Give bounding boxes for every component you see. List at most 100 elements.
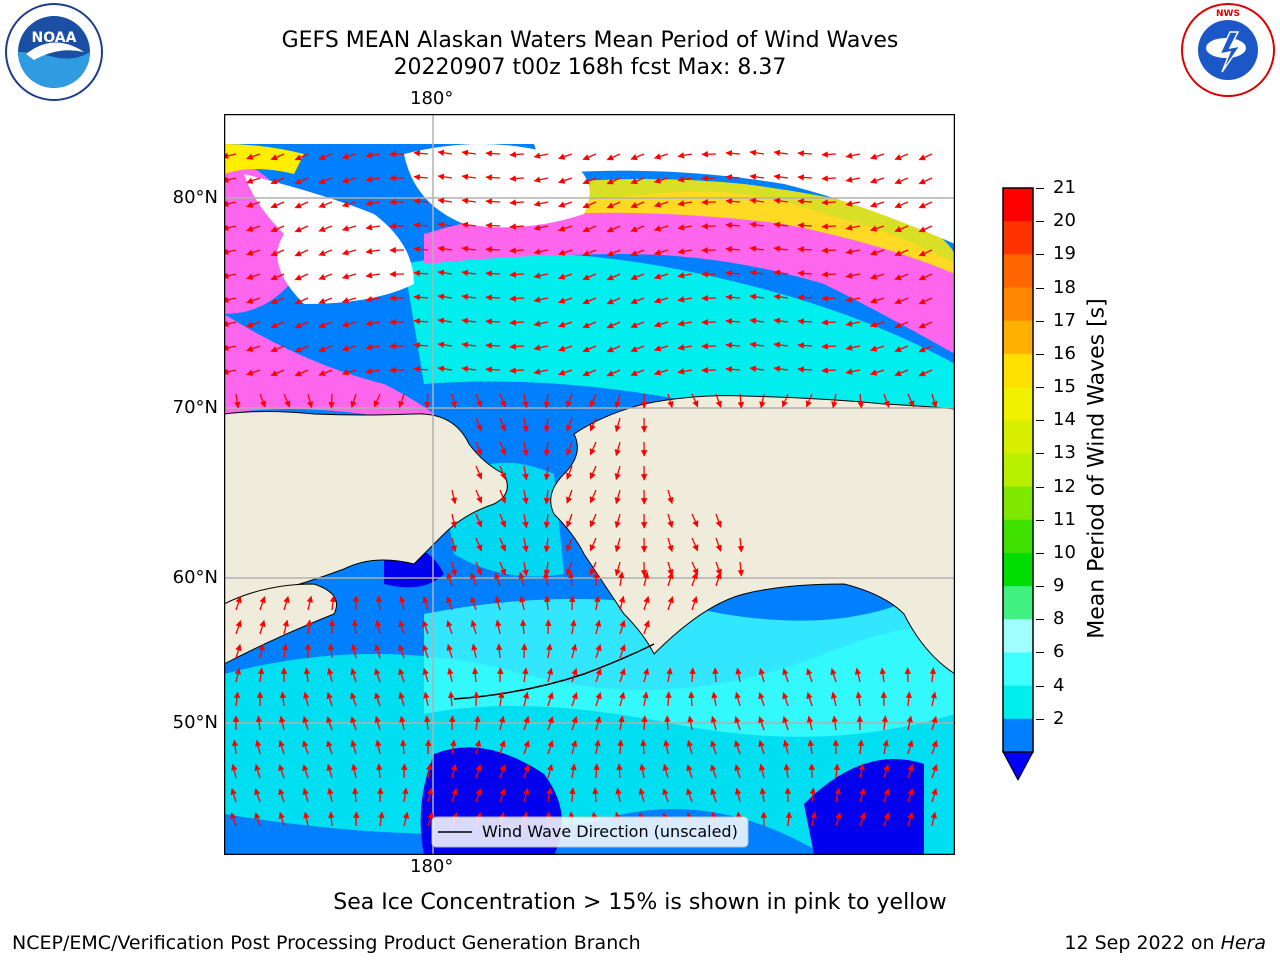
wave-arrow [254, 788, 261, 803]
wave-arrow [318, 153, 333, 161]
wave-arrow [400, 739, 407, 755]
wave-arrow [918, 297, 933, 305]
wave-arrow [303, 811, 310, 827]
wave-arrow [365, 224, 381, 231]
wave-arrow [582, 177, 597, 185]
colorbar-tick-mark [1036, 387, 1044, 389]
wave-arrow [664, 715, 671, 731]
wave-arrow [834, 787, 841, 803]
wave-arrow [231, 763, 238, 779]
wave-arrow [870, 297, 885, 304]
wave-arrow [606, 177, 621, 185]
wave-arrow [318, 345, 333, 353]
wave-arrow [509, 367, 525, 374]
wave-arrow [859, 787, 866, 803]
wave-arrow [662, 763, 669, 779]
wave-arrow [448, 691, 455, 707]
deep-blue-patch-east [804, 759, 924, 855]
wave-arrow [758, 740, 765, 755]
wave-arrow [230, 787, 237, 803]
wave-arrow [376, 763, 383, 779]
wave-arrow [595, 644, 602, 659]
wave-arrow [677, 320, 693, 327]
wave-arrow [270, 153, 285, 161]
wave-arrow [451, 788, 458, 803]
wave-arrow [533, 176, 549, 183]
wave-arrow [318, 321, 333, 329]
wave-arrow [606, 321, 621, 329]
wave-arrow [663, 739, 670, 755]
colorbar-tick-label: 8 [1053, 608, 1065, 630]
wave-arrow [558, 345, 573, 352]
wave-arrow [845, 248, 861, 255]
wave-arrow [749, 317, 765, 325]
wave-arrow [278, 739, 285, 755]
wave-arrow [930, 691, 937, 707]
wave-arrow [303, 691, 310, 707]
wave-arrow [879, 667, 887, 683]
wave-arrow [749, 221, 765, 229]
wave-arrow [653, 177, 669, 184]
colorbar-segment [1003, 287, 1033, 322]
wave-arrow [327, 643, 335, 659]
wave-arrow [894, 249, 909, 257]
wave-arrow [906, 715, 913, 731]
wave-arrow [547, 716, 554, 731]
wave-arrow [327, 787, 334, 803]
wave-arrow [255, 715, 263, 731]
wave-arrow [437, 317, 453, 325]
wave-arrow [246, 225, 261, 232]
wave-arrow [582, 249, 597, 257]
wave-arrow [413, 198, 429, 205]
wave-arrow [882, 739, 889, 755]
wave-arrow [870, 225, 885, 232]
wave-arrow [278, 788, 285, 803]
wave-arrow [270, 273, 285, 281]
wave-arrow [326, 716, 333, 731]
wave-arrow [558, 369, 573, 376]
wave-arrow [499, 788, 506, 803]
wave-arrow [413, 366, 429, 373]
wave-arrow [859, 812, 866, 827]
wave-arrow [495, 619, 502, 635]
wave-arrow [687, 715, 694, 731]
colorbar-tick-label: 12 [1053, 475, 1076, 497]
wave-arrow [499, 537, 507, 552]
wave-arrow [294, 345, 309, 353]
wave-arrow [725, 270, 741, 277]
wave-arrow [894, 225, 909, 233]
wave-arrow [677, 368, 693, 375]
colorbar-tick-label: 11 [1053, 508, 1076, 530]
wave-arrow [485, 174, 501, 181]
wave-arrow [474, 739, 482, 755]
wave-arrow [413, 174, 429, 181]
wave-arrow [543, 417, 551, 433]
wave-arrow [498, 691, 505, 707]
wave-arrow [485, 318, 501, 325]
wave-arrow [426, 787, 434, 803]
wave-arrow [398, 619, 405, 635]
wave-arrow [734, 740, 741, 755]
wave-arrow [450, 739, 457, 755]
wave-arrow [907, 393, 915, 408]
wave-arrow [533, 200, 549, 207]
wave-arrow [306, 393, 314, 409]
lon-label-bottom: 180° [410, 856, 454, 877]
wave-arrow [797, 222, 813, 229]
wave-arrow [450, 489, 458, 505]
wave-arrow [749, 293, 765, 301]
wave-arrow [653, 225, 669, 232]
wave-arrow [686, 788, 693, 803]
wave-arrow [566, 489, 573, 504]
wave-arrow [749, 365, 765, 373]
wave-arrow [302, 715, 309, 731]
wave-arrow [606, 273, 621, 281]
wave-arrow [402, 787, 409, 803]
colorbar-segment [1003, 586, 1033, 620]
wave-arrow [257, 667, 265, 683]
legend-label: Wind Wave Direction (unscaled) [482, 822, 738, 841]
wave-arrow [931, 787, 938, 803]
wave-arrow [883, 788, 890, 803]
wave-arrow [845, 344, 861, 351]
wave-arrow [931, 764, 938, 779]
